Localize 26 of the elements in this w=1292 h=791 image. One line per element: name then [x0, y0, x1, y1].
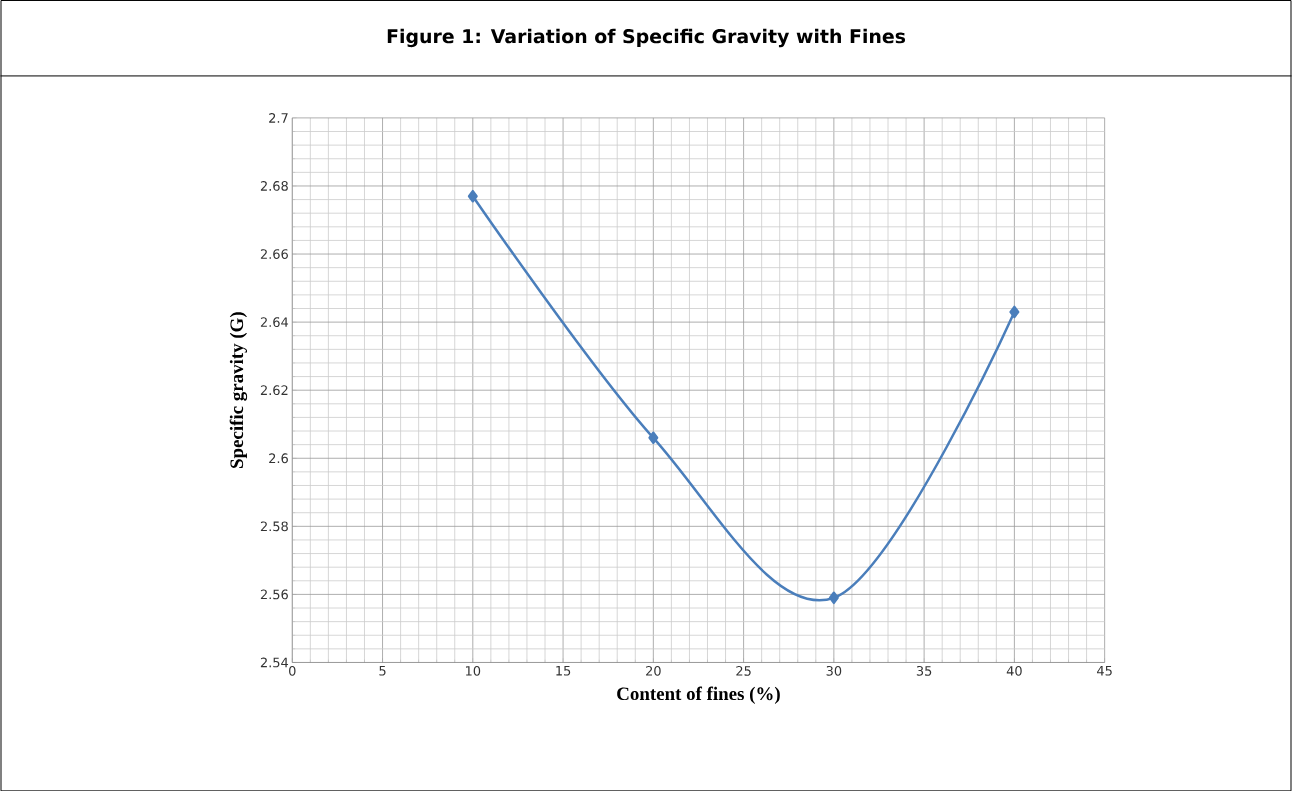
y-tick-label: 2.66: [260, 248, 288, 259]
x-tick-label: 20: [646, 665, 661, 676]
y-tick-label: 2.64: [260, 317, 289, 327]
y-tick-label: 2.58: [260, 521, 288, 532]
x-tick-label: 30: [826, 665, 842, 676]
x-tick-label: 35: [916, 665, 932, 676]
y-tick-label: 2.68: [260, 180, 288, 191]
point: [1009, 305, 1020, 318]
point: [828, 591, 839, 604]
y-tick-label: 2.62: [260, 385, 288, 395]
y-tick-label: 2.7: [269, 112, 288, 123]
x-tick-label: 25: [736, 665, 751, 676]
y-tick-label: 2.6: [269, 453, 288, 463]
x-tick-label: 0: [289, 665, 296, 676]
point: [467, 189, 478, 203]
x-tick-label: 40: [1006, 665, 1022, 676]
x-axis-title: Content of fines (%): [617, 686, 780, 704]
x-tick-label: 15: [556, 665, 571, 676]
x-tick-label: 45: [1097, 665, 1112, 676]
y-axis-title: Specific gravity (G): [229, 312, 248, 468]
y-tick-label: 2.56: [260, 589, 288, 600]
x-tick-label: 10: [466, 665, 481, 676]
chart-title: Figure 1: Variation of Specific Gravity with Fines: [387, 28, 906, 47]
point: [648, 431, 659, 444]
y-tick-label: 2.54: [260, 657, 289, 668]
x-tick-label: 5: [379, 665, 386, 676]
